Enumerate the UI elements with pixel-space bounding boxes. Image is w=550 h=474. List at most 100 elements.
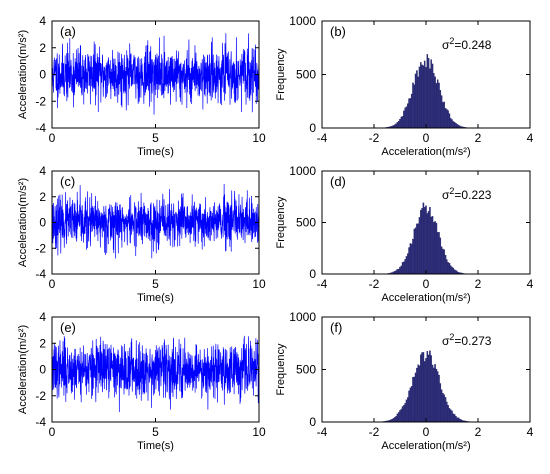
histogram-bar — [433, 73, 435, 129]
histogram-bar — [439, 237, 442, 275]
histogram-bar — [425, 358, 427, 423]
panel-label: (f) — [330, 320, 342, 335]
histogram-bar — [421, 208, 423, 275]
histogram-bar — [414, 227, 417, 275]
histogram-bar — [425, 66, 427, 129]
time-series-panel-4: 0 5 10 -4 -2 0 2 4 Time(s) Acceleration(m/s²) (e) — [17, 310, 266, 452]
x-tick-label: 4 — [527, 131, 534, 145]
histogram-bar — [429, 207, 431, 275]
histogram-panel-5: -4 -2 0 2 4 0 500 1000 Acceleration(m/s²) Frequen… — [275, 310, 534, 452]
histogram-bar — [395, 416, 397, 423]
histogram-bar — [434, 221, 436, 275]
histogram-bar — [452, 413, 455, 423]
histogram-bar — [452, 267, 455, 275]
histogram-bar — [421, 64, 423, 129]
y-tick-label: 1000 — [289, 14, 316, 28]
histogram-bar — [421, 352, 423, 423]
y-tick-label: 0 — [39, 216, 46, 230]
histogram-bar — [400, 116, 403, 129]
histogram-bar — [444, 397, 447, 423]
y-tick-label: 500 — [296, 68, 316, 82]
histogram-bar — [452, 121, 455, 129]
histogram-bar — [396, 413, 399, 423]
histogram-bar — [395, 270, 397, 275]
histogram-bar — [442, 248, 444, 275]
histogram-bar — [409, 387, 412, 423]
histogram-bar — [439, 90, 442, 129]
histogram-bar — [449, 265, 452, 275]
y-tick-label: -2 — [35, 389, 46, 403]
histogram-bar — [418, 217, 421, 275]
histogram-bar — [436, 79, 439, 129]
x-axis-label: Acceleration(m/s²) — [381, 146, 470, 158]
x-tick-label: 0 — [423, 425, 430, 439]
histogram-bar — [438, 82, 440, 129]
y-tick-label: 4 — [39, 164, 46, 178]
panel-label: (a) — [60, 24, 76, 39]
histogram-bar — [446, 401, 448, 423]
histogram-bar — [405, 106, 408, 129]
histogram-bar — [456, 124, 458, 129]
histogram-bar — [443, 101, 445, 129]
histogram-bar — [403, 110, 405, 129]
histogram-bar — [396, 269, 399, 275]
histogram-bar — [431, 216, 434, 275]
histogram-bar — [401, 116, 404, 129]
variance-annotation: σ2=0.248 — [442, 36, 492, 52]
histogram-bar — [438, 374, 440, 423]
histogram-bar — [431, 364, 434, 423]
histogram-bar — [453, 269, 456, 275]
histogram-bar — [416, 223, 418, 275]
histogram-bar — [412, 238, 414, 275]
histogram-bar — [436, 371, 439, 423]
variance-annotation: σ2=0.223 — [442, 186, 492, 202]
y-axis-label: Acceleration(m/s²) — [17, 30, 29, 119]
x-tick-label: 2 — [475, 277, 482, 291]
histogram-bar — [451, 119, 453, 129]
histogram-bar — [446, 109, 448, 129]
histogram-bar — [431, 63, 434, 129]
histogram-bar — [416, 70, 418, 129]
histogram-bar — [401, 262, 404, 275]
histogram-bar — [443, 394, 445, 423]
histogram-bar — [427, 354, 430, 423]
histogram-bar — [422, 202, 425, 275]
histogram-bar — [417, 76, 419, 129]
x-tick-label: 5 — [152, 131, 159, 145]
y-tick-label: -4 — [35, 121, 46, 135]
y-tick-label: 0 — [309, 121, 316, 135]
histogram-bar — [423, 207, 426, 275]
histogram-bar — [412, 82, 414, 129]
histogram-bar — [417, 364, 419, 423]
histogram-bar — [413, 84, 416, 129]
histogram-bar — [404, 259, 406, 275]
histogram-bar — [427, 211, 430, 275]
histogram-bar — [448, 262, 451, 275]
histogram-bar — [448, 408, 451, 423]
y-axis-label: Acceleration(m/s²) — [17, 325, 29, 414]
y-tick-label: 2 — [39, 190, 46, 204]
x-tick-label: -2 — [369, 131, 380, 145]
x-tick-label: 10 — [252, 425, 266, 439]
y-tick-label: 4 — [39, 310, 46, 324]
histogram-bar — [413, 228, 416, 275]
y-axis-label: Frequency — [275, 343, 287, 395]
x-axis-label: Acceleration(m/s²) — [381, 292, 470, 304]
x-axis-label: Acceleration(m/s²) — [381, 440, 470, 452]
x-tick-label: -4 — [317, 131, 328, 145]
time-series-panel-2: 0 5 10 -4 -2 0 2 4 Time(s) Acceleration(m/s²) (c) — [17, 164, 266, 304]
histogram-bar — [397, 120, 400, 129]
x-axis-label: Time(s) — [137, 440, 174, 452]
y-tick-label: 0 — [309, 415, 316, 429]
histogram-bar — [420, 62, 422, 129]
histogram-bar — [422, 65, 425, 129]
histogram-bar — [444, 108, 447, 129]
y-tick-label: 4 — [39, 14, 46, 28]
signal-line — [51, 335, 260, 413]
histogram-bar — [400, 408, 403, 423]
histogram-bar — [400, 265, 403, 275]
histogram-bar — [405, 256, 408, 275]
histogram-bar — [430, 59, 432, 129]
histogram-bar — [426, 351, 429, 423]
